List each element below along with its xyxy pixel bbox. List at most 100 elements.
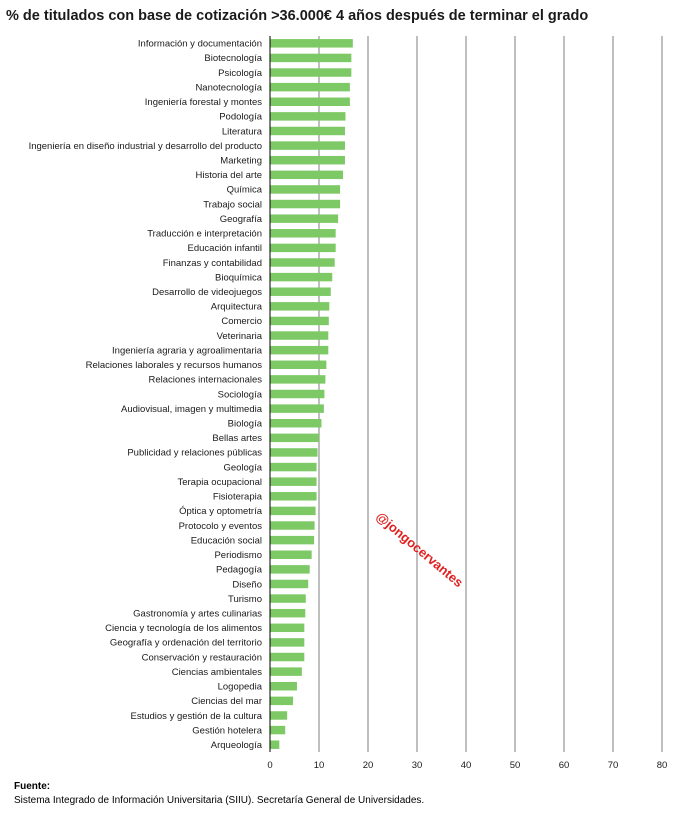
bar — [270, 448, 318, 457]
x-tick-label: 40 — [461, 760, 472, 771]
bar — [270, 345, 329, 355]
category-label: Protocolo y eventos — [179, 521, 263, 532]
category-label: Comercio — [221, 316, 262, 327]
bar — [270, 565, 310, 574]
category-label: Geología — [223, 462, 262, 473]
x-axis-ticks: 0 10 20 30 40 50 60 70 80 — [267, 760, 667, 771]
bar — [270, 229, 336, 238]
bar — [270, 97, 350, 106]
bar — [270, 535, 315, 545]
category-label: Geografía y ordenación del territorio — [110, 638, 262, 649]
bar — [270, 667, 302, 676]
bar — [270, 608, 306, 618]
category-label: Bellas artes — [212, 433, 262, 444]
bar — [270, 725, 286, 735]
bar — [270, 594, 306, 603]
category-label: Publicidad y relaciones públicas — [127, 448, 262, 459]
bar — [270, 331, 329, 340]
bar — [270, 389, 325, 399]
category-label: Ingeniería agraria y agroalimentaria — [112, 345, 263, 356]
bar — [270, 316, 329, 326]
x-tick-label: 0 — [267, 760, 272, 771]
x-tick-label: 30 — [412, 760, 423, 771]
bar — [270, 740, 280, 749]
category-label: Arquitectura — [211, 302, 263, 313]
bar — [270, 638, 305, 647]
bar — [270, 696, 294, 706]
category-label: Podología — [219, 112, 263, 123]
bar — [270, 68, 352, 77]
bar — [270, 579, 309, 589]
bar — [270, 652, 305, 662]
bar — [270, 418, 322, 428]
category-label: Óptica y optometría — [179, 506, 263, 517]
category-label: Veterinaria — [217, 331, 263, 342]
chart-title: % de titulados con base de cotización >3… — [6, 8, 589, 24]
category-label: Relaciones internacionales — [148, 375, 262, 386]
category-label: Química — [227, 185, 263, 196]
bar — [270, 272, 333, 282]
category-label: Nanotecnología — [195, 82, 262, 93]
category-label: Ciencias ambientales — [172, 667, 263, 678]
category-label: Biotecnología — [204, 53, 262, 64]
bar — [270, 623, 305, 633]
bar — [270, 521, 315, 530]
category-label: Ingeniería en diseño industrial y desarr… — [29, 141, 262, 152]
bar — [270, 360, 327, 370]
category-label: Sociología — [218, 389, 263, 400]
bar — [270, 550, 312, 559]
bar — [270, 82, 350, 92]
bar — [270, 199, 341, 209]
category-label: Diseño — [232, 579, 262, 590]
bars — [270, 39, 353, 749]
category-label: Ciencia y tecnología de los alimentos — [105, 623, 262, 634]
category-label: Arqueología — [211, 740, 263, 751]
category-labels: Información y documentación Biotecnología… — [29, 39, 263, 751]
bar — [270, 126, 345, 136]
bar — [270, 711, 288, 720]
category-label: Periodismo — [214, 550, 262, 561]
category-label: Pedagogía — [216, 565, 263, 576]
bar — [270, 39, 353, 48]
category-label: Biología — [228, 419, 263, 430]
source-label: Fuente: — [14, 781, 51, 792]
category-label: Turismo — [228, 594, 262, 605]
source-text: Sistema Integrado de Información Univers… — [14, 795, 425, 806]
bar — [270, 185, 341, 194]
category-label: Educación social — [191, 535, 262, 546]
bar — [270, 404, 324, 413]
category-label: Desarrollo de videojuegos — [152, 287, 262, 298]
x-tick-label: 10 — [314, 760, 325, 771]
category-label: Psicología — [218, 68, 263, 79]
bar — [270, 477, 317, 486]
category-label: Conservación y restauración — [142, 652, 262, 663]
bar — [270, 141, 345, 150]
category-label: Geografía — [220, 214, 263, 225]
bar — [270, 112, 346, 121]
category-label: Información y documentación — [138, 39, 262, 50]
category-label: Gastronomía y artes culinarias — [133, 608, 262, 619]
category-label: Bioquímica — [215, 272, 263, 283]
x-tick-label: 80 — [657, 760, 668, 771]
bar — [270, 492, 317, 501]
bar — [270, 462, 317, 472]
x-tick-label: 50 — [510, 760, 521, 771]
bar — [270, 53, 352, 63]
category-label: Finanzas y contabilidad — [163, 258, 262, 269]
category-label: Logopedia — [218, 682, 263, 693]
bar — [270, 243, 336, 253]
bar — [270, 287, 331, 296]
bar — [270, 155, 345, 165]
category-label: Audiovisual, imagen y multimedia — [121, 404, 263, 415]
category-label: Ciencias del mar — [191, 696, 262, 707]
bar — [270, 433, 320, 443]
x-tick-label: 60 — [559, 760, 570, 771]
bar — [270, 258, 335, 267]
category-label: Gestión hotelera — [192, 725, 262, 736]
category-label: Traducción e interpretación — [147, 229, 262, 240]
bar — [270, 375, 326, 384]
x-tick-label: 70 — [608, 760, 619, 771]
category-label: Relaciones laborales y recursos humanos — [86, 360, 263, 371]
x-tick-label: 20 — [363, 760, 374, 771]
